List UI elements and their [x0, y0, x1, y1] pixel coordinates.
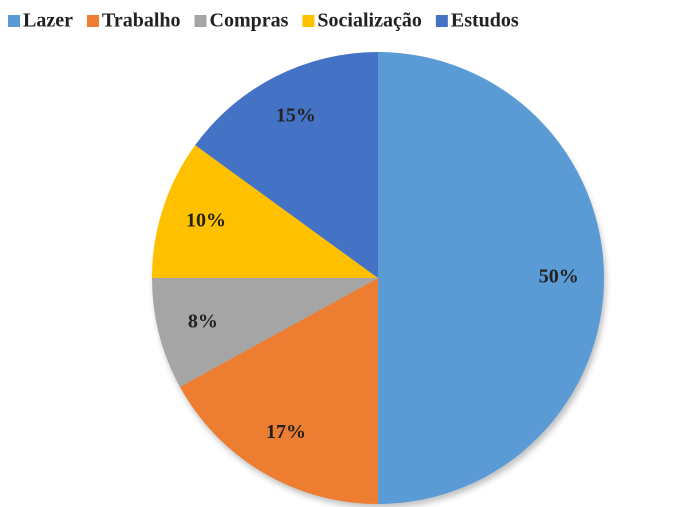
data-label: 50% [539, 266, 579, 288]
pie-slice [152, 278, 378, 387]
legend-swatch [86, 15, 99, 27]
legend-swatch [302, 15, 315, 27]
legend-label: Trabalho [102, 10, 181, 32]
pie-slice [378, 52, 604, 504]
legend-swatch [194, 15, 207, 27]
pie-slice [152, 145, 378, 278]
legend-swatch [435, 15, 448, 27]
data-label: 15% [276, 104, 316, 126]
legend-swatch [8, 15, 20, 27]
pie-slice [195, 52, 378, 278]
legend-label: Socialização [317, 10, 421, 32]
legend-label: Estudos [451, 10, 519, 32]
legend-label: Compras [210, 10, 289, 32]
data-label: 17% [266, 421, 306, 443]
data-label: 10% [186, 210, 226, 232]
legend-label: Lazer [23, 10, 73, 32]
pie-slice [179, 278, 378, 504]
data-label: 8% [188, 311, 218, 333]
